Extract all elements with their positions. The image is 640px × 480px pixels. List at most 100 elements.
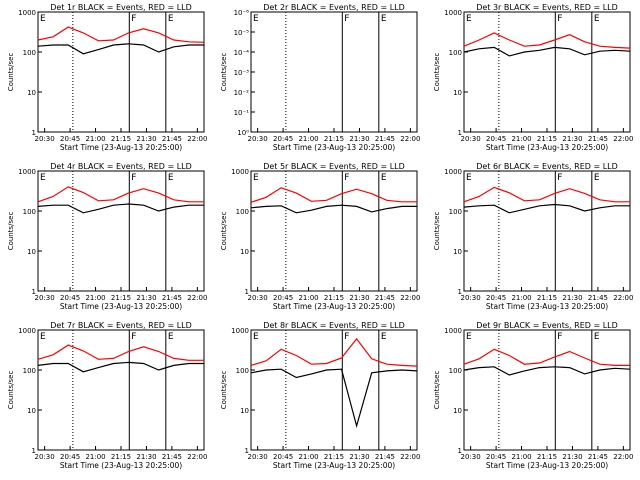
chart-panel: Det 7r BLACK = Events, RED = LLD Counts/s… — [7, 321, 207, 470]
series-line — [463, 348, 630, 366]
x-tick-label: 21:00 — [85, 294, 105, 302]
marker-label: F — [344, 332, 349, 342]
y-tick-label: 100 — [236, 208, 249, 216]
chart-title: Det 8r BLACK = Events, RED = LLD — [263, 321, 405, 330]
y-axis-label: Counts/sec — [7, 212, 15, 251]
x-tick-label: 20:30 — [35, 294, 55, 302]
x-tick-label: 20:45 — [486, 294, 506, 302]
chart-title: Det 4r BLACK = Events, RED = LLD — [50, 162, 192, 171]
x-tick-label: 21:30 — [136, 135, 156, 143]
x-tick-label: 21:45 — [375, 294, 395, 302]
y-tick-label: 1000 — [18, 327, 36, 335]
x-tick-label: 21:30 — [349, 294, 369, 302]
y-tick-label: 1 — [32, 288, 36, 296]
y-tick-label: 1000 — [444, 9, 462, 17]
y-axis-label: Counts/sec — [220, 53, 228, 92]
marker-label: E — [40, 332, 46, 342]
marker-label: E — [466, 332, 472, 342]
x-tick-label: 21:30 — [349, 453, 369, 461]
chart-title: Det 1r BLACK = Events, RED = LLD — [50, 3, 192, 12]
y-tick-label: 10⁰ — [237, 129, 249, 137]
y-tick-label: 1000 — [444, 327, 462, 335]
y-tick-label: 100 — [23, 367, 36, 375]
series-line — [37, 344, 204, 361]
chart-panel: Det 9r BLACK = Events, RED = LLD Counts/s… — [433, 321, 633, 470]
y-tick-label: 10 — [453, 407, 462, 415]
x-tick-label: 21:15 — [111, 294, 131, 302]
plot-frame — [463, 11, 631, 133]
chart-panel: Det 5r BLACK = Events, RED = LLD Counts/s… — [220, 162, 420, 311]
y-tick-label: 1 — [458, 447, 462, 455]
plot-frame — [463, 329, 631, 451]
marker-label: F — [557, 332, 562, 342]
x-tick-label: 21:30 — [562, 453, 582, 461]
x-tick-label: 20:30 — [461, 135, 481, 143]
series-line — [463, 366, 631, 376]
y-tick-label: 10⁻⁵ — [234, 29, 250, 37]
x-tick-label: 21:45 — [162, 135, 182, 143]
y-tick-label: 1000 — [231, 327, 249, 335]
y-axis-label: Counts/sec — [220, 371, 228, 410]
x-tick-label: 20:45 — [273, 294, 293, 302]
y-tick-label: 10⁻¹ — [234, 109, 250, 117]
marker-label: F — [557, 14, 562, 24]
series-line — [250, 187, 417, 203]
x-tick-label: 21:45 — [375, 135, 395, 143]
x-tick-label: 21:15 — [324, 135, 344, 143]
x-axis-label: Start Time (23-Aug-13 20:25:00) — [60, 302, 182, 311]
x-axis-label: Start Time (23-Aug-13 20:25:00) — [486, 143, 608, 152]
x-tick-label: 20:30 — [461, 294, 481, 302]
y-tick-label: 10⁻³ — [234, 69, 250, 77]
marker-label: E — [40, 14, 46, 24]
series-line — [250, 204, 417, 214]
x-tick-label: 21:15 — [537, 294, 557, 302]
series-line — [250, 368, 418, 429]
plot-frame — [250, 329, 418, 451]
marker-label: F — [557, 173, 562, 183]
marker-label: E — [594, 173, 600, 183]
series-line — [37, 26, 205, 43]
marker-label: E — [381, 173, 387, 183]
plot-frame — [250, 170, 418, 292]
y-tick-label: 10 — [27, 407, 36, 415]
x-tick-label: 21:00 — [511, 135, 531, 143]
chart-title: Det 9r BLACK = Events, RED = LLD — [476, 321, 618, 330]
marker-label: E — [594, 14, 600, 24]
y-tick-label: 1000 — [231, 168, 249, 176]
y-tick-label: 1 — [32, 129, 36, 137]
marker-label: E — [253, 14, 259, 24]
x-tick-label: 20:30 — [35, 453, 55, 461]
marker-label: F — [131, 173, 136, 183]
y-tick-label: 10⁻⁶ — [234, 9, 250, 17]
series-line — [463, 186, 630, 203]
y-tick-label: 1 — [32, 447, 36, 455]
y-axis-label: Counts/sec — [7, 371, 15, 410]
marker-label: F — [344, 173, 349, 183]
x-tick-label: 20:45 — [486, 135, 506, 143]
x-tick-label: 22:00 — [613, 294, 633, 302]
x-tick-label: 21:45 — [162, 453, 182, 461]
y-tick-label: 10 — [240, 407, 249, 415]
y-tick-label: 100 — [449, 208, 462, 216]
x-tick-label: 21:45 — [588, 135, 608, 143]
x-tick-label: 21:30 — [562, 135, 582, 143]
x-tick-label: 21:00 — [511, 294, 531, 302]
chart-panel: Det 2r BLACK = Events, RED = LLD Counts/s… — [220, 3, 420, 152]
y-tick-label: 1000 — [18, 168, 36, 176]
marker-label: E — [40, 173, 46, 183]
x-tick-label: 20:45 — [60, 135, 80, 143]
marker-label: E — [381, 14, 387, 24]
x-tick-label: 20:45 — [60, 294, 80, 302]
series-line — [463, 203, 630, 214]
y-tick-label: 100 — [449, 367, 462, 375]
x-tick-label: 21:30 — [136, 453, 156, 461]
x-tick-label: 21:30 — [562, 294, 582, 302]
marker-label: E — [253, 332, 259, 342]
y-tick-label: 100 — [236, 367, 249, 375]
y-tick-label: 1 — [458, 129, 462, 137]
x-tick-label: 22:00 — [613, 135, 633, 143]
series-line — [463, 46, 631, 57]
marker-label: F — [131, 14, 136, 24]
x-tick-label: 21:45 — [588, 294, 608, 302]
